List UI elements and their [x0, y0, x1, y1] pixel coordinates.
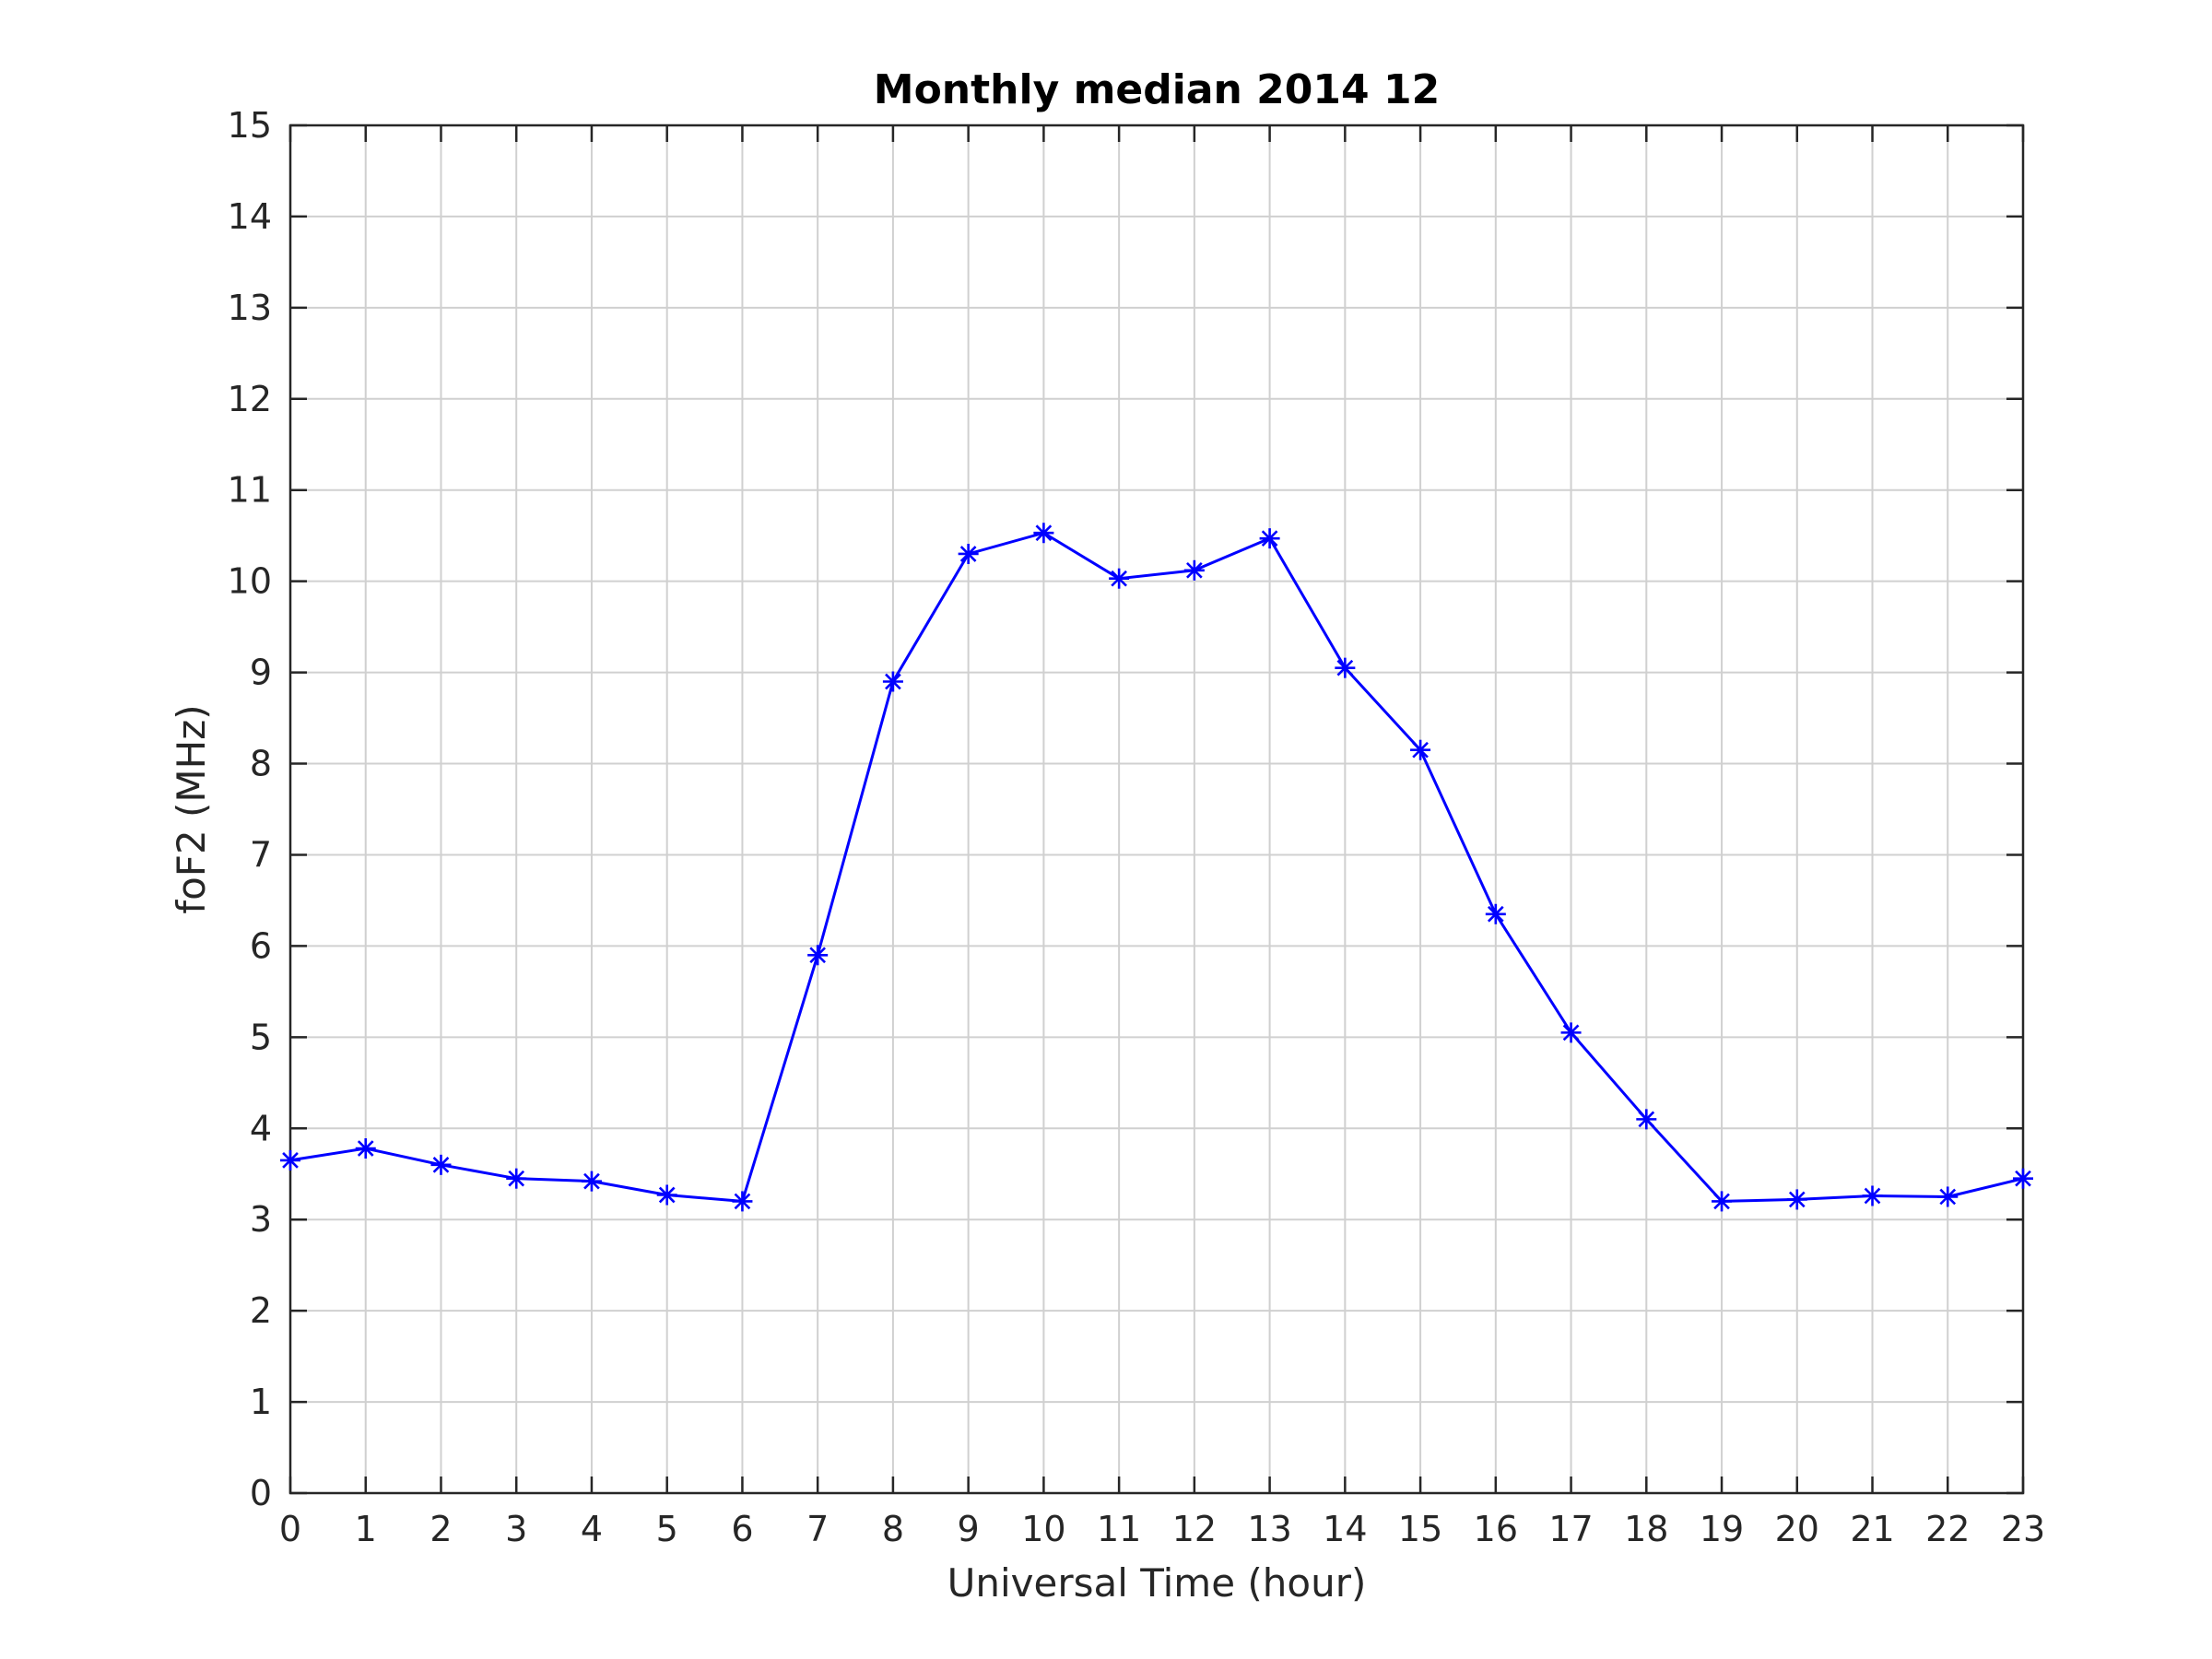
- tick-marks: [288, 124, 2025, 1495]
- x-tick-label: 16: [1474, 1509, 1518, 1549]
- data-point-marker: [355, 1138, 376, 1159]
- x-tick-label: 10: [1021, 1509, 1065, 1549]
- data-point-marker: [1937, 1186, 1959, 1207]
- x-tick-label: 13: [1247, 1509, 1291, 1549]
- plot-area-frame: [288, 124, 2025, 1495]
- y-tick-label: 4: [250, 1108, 272, 1148]
- y-tick-label: 7: [250, 834, 272, 875]
- data-point-marker: [430, 1154, 452, 1175]
- x-tick-label: 3: [505, 1509, 527, 1549]
- x-tick-label: 1: [355, 1509, 377, 1549]
- data-point-marker: [1183, 559, 1205, 581]
- data-point-marker: [1109, 568, 1130, 589]
- data-point-marker: [1560, 1022, 1582, 1043]
- x-tick-label: 2: [429, 1509, 452, 1549]
- y-tick-label: 9: [250, 653, 272, 693]
- y-tick-label: 11: [228, 470, 272, 511]
- x-tick-label: 21: [1850, 1509, 1894, 1549]
- x-tick-label: 9: [958, 1509, 980, 1549]
- x-tick-label: 23: [2001, 1509, 2045, 1549]
- data-point-marker: [656, 1184, 677, 1206]
- y-tick-label: 10: [228, 561, 272, 602]
- series-group: [280, 523, 2033, 1212]
- data-point-marker: [1410, 739, 1431, 760]
- series-line: [289, 531, 2024, 1204]
- x-tick-label: 14: [1323, 1509, 1367, 1549]
- x-tick-label: 12: [1172, 1509, 1217, 1549]
- data-point-marker: [958, 543, 979, 564]
- chart-title: Monthly median 2014 12: [874, 66, 1440, 113]
- data-point-marker: [1335, 657, 1356, 678]
- y-tick-label: 12: [228, 379, 272, 419]
- x-axis-label: Universal Time (hour): [947, 1560, 1367, 1606]
- data-point-marker: [581, 1171, 602, 1192]
- y-axis-label: foF2 (MHz): [169, 704, 214, 913]
- y-tick-label: 13: [228, 288, 272, 328]
- x-tick-label: 22: [1925, 1509, 1970, 1549]
- x-tick-label: 18: [1624, 1509, 1668, 1549]
- x-tick-label: 4: [581, 1509, 603, 1549]
- data-point-marker: [506, 1168, 527, 1189]
- x-tick-label: 15: [1398, 1509, 1442, 1549]
- data-point-marker: [732, 1191, 753, 1212]
- data-point-marker: [1485, 903, 1506, 924]
- x-tick-label: 8: [882, 1509, 904, 1549]
- y-tick-label: 5: [250, 1017, 272, 1057]
- data-point-marker: [1786, 1189, 1807, 1210]
- data-point-marker: [1259, 528, 1280, 549]
- y-tick-label: 3: [250, 1199, 272, 1240]
- x-tick-label: 11: [1097, 1509, 1141, 1549]
- y-tick-label: 1: [250, 1382, 272, 1422]
- data-point-marker: [280, 1149, 300, 1171]
- data-point-marker: [1636, 1109, 1657, 1130]
- data-point-marker: [1712, 1191, 1733, 1212]
- x-tick-label: 17: [1548, 1509, 1593, 1549]
- data-point-marker: [882, 671, 903, 692]
- data-point-marker: [1862, 1185, 1883, 1206]
- grid: [289, 124, 2024, 1494]
- data-point-marker: [1033, 523, 1054, 544]
- data-point-marker: [2013, 1168, 2033, 1189]
- data-point-marker: [807, 945, 829, 966]
- x-tick-label: 7: [806, 1509, 829, 1549]
- x-tick-label: 0: [279, 1509, 301, 1549]
- y-tick-label: 8: [250, 744, 272, 784]
- y-tick-label: 2: [250, 1290, 272, 1331]
- y-tick-label: 6: [250, 925, 272, 966]
- y-tick-label: 0: [250, 1473, 272, 1513]
- y-tick-label: 15: [228, 105, 272, 146]
- x-tick-label: 5: [656, 1509, 678, 1549]
- x-tick-label: 19: [1700, 1509, 1744, 1549]
- y-tick-label: 14: [228, 196, 272, 237]
- x-tick-label: 6: [731, 1509, 753, 1549]
- x-tick-labels: 0 1 2 3 4 5 6 7 8 9 10 11 12 13 14 15 16 17 18 19 20 21 22 23: [279, 1509, 2045, 1549]
- x-tick-label: 20: [1775, 1509, 1819, 1549]
